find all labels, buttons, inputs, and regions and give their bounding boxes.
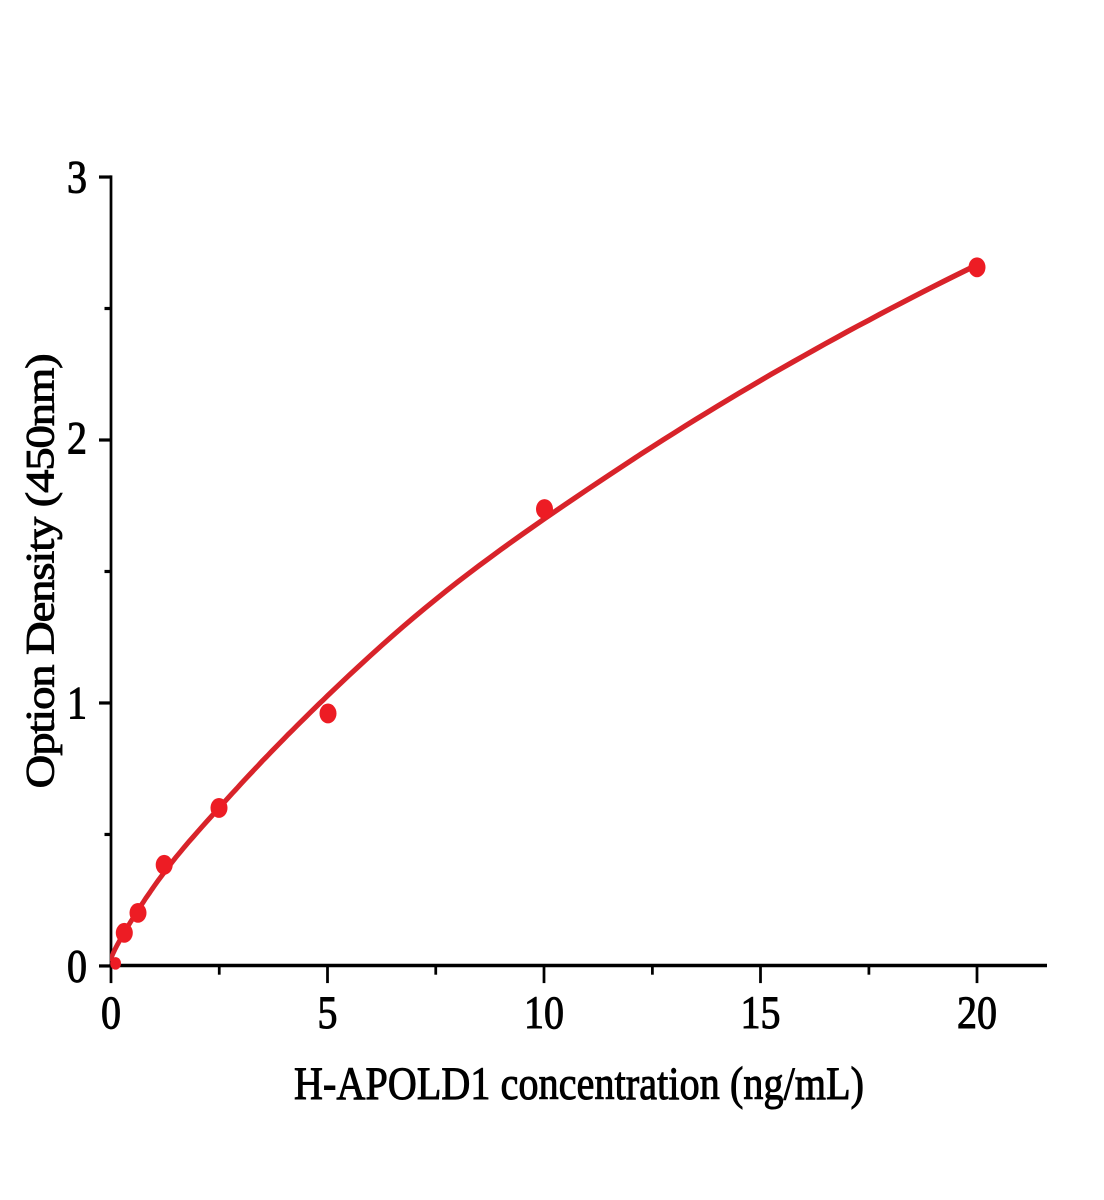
svg-text:5: 5 [318, 987, 338, 1039]
svg-text:H-APOLD1 concentration (ng/mL): H-APOLD1 concentration (ng/mL) [294, 1058, 864, 1110]
svg-text:2: 2 [67, 413, 87, 465]
svg-text:3: 3 [67, 152, 87, 204]
svg-text:0: 0 [101, 987, 121, 1039]
svg-text:15: 15 [741, 987, 781, 1039]
svg-text:1: 1 [67, 678, 87, 730]
svg-text:20: 20 [957, 987, 997, 1039]
svg-text:0: 0 [67, 941, 87, 993]
svg-text:Option Density (450nm): Option Density (450nm) [19, 353, 63, 788]
svg-text:10: 10 [524, 987, 564, 1039]
